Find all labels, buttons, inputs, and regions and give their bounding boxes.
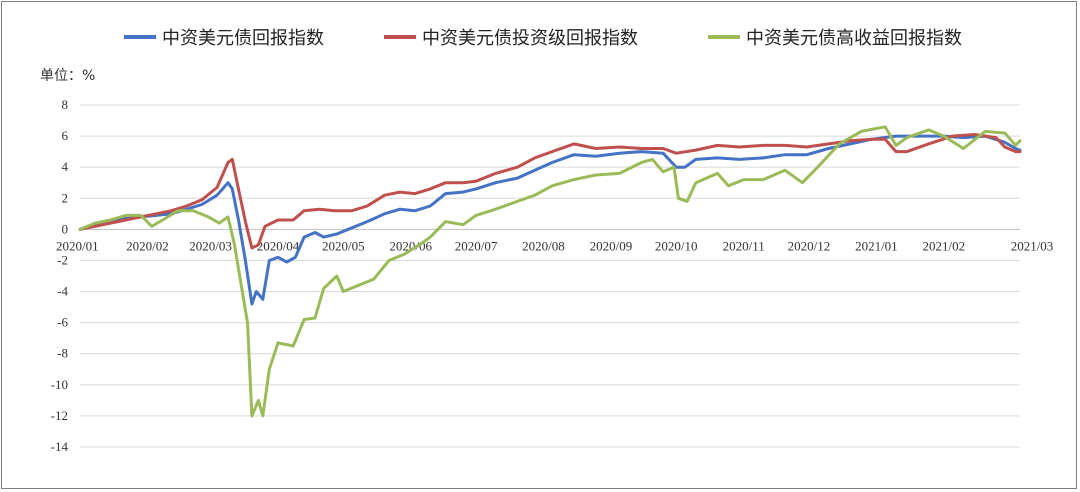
x-tick-label: 2021/02 bbox=[923, 238, 966, 253]
y-tick-label: 8 bbox=[62, 97, 69, 112]
y-tick-label: -6 bbox=[57, 315, 68, 330]
x-tick-label: 2020/03 bbox=[189, 238, 232, 253]
series-line-2 bbox=[78, 133, 1022, 250]
legend: 中资美元债回报指数 中资美元债投资级回报指数 中资美元债高收益回报指数 bbox=[124, 28, 962, 49]
y-axis: 8 6 4 2 0 -2 -4 -6 -8 -10 -12 -14 bbox=[51, 97, 69, 454]
y-tick-label: -14 bbox=[51, 439, 69, 454]
x-tick-label: 2020/01 bbox=[56, 238, 99, 253]
y-tick-label: 6 bbox=[62, 128, 69, 143]
y-tick-label: 2 bbox=[62, 190, 69, 205]
y-tick-label: -12 bbox=[51, 408, 68, 423]
y-tick-label: -4 bbox=[57, 284, 68, 299]
grid-lines bbox=[80, 104, 1020, 448]
y-tick-label: 0 bbox=[62, 221, 69, 236]
y-tick-label: -8 bbox=[57, 346, 68, 361]
x-tick-label: 2021/03 bbox=[1011, 238, 1054, 253]
x-tick-label: 2020/12 bbox=[788, 238, 831, 253]
x-tick-label: 2020/11 bbox=[723, 238, 765, 253]
x-tick-label: 2020/07 bbox=[455, 238, 498, 253]
x-axis: 2020/01 2020/02 2020/03 2020/04 2020/05 2020/… bbox=[56, 238, 1053, 253]
y-tick-label: -2 bbox=[57, 252, 68, 267]
y-tick-label: 4 bbox=[62, 159, 69, 174]
x-tick-label: 2020/02 bbox=[126, 238, 169, 253]
series-line-3 bbox=[78, 125, 1022, 418]
series-lines bbox=[78, 125, 1022, 418]
x-tick-label: 2020/08 bbox=[522, 238, 565, 253]
legend-label: 中资美元债高收益回报指数 bbox=[746, 28, 962, 49]
x-tick-label: 2020/05 bbox=[322, 238, 365, 253]
legend-label: 中资美元债投资级回报指数 bbox=[422, 28, 638, 49]
x-tick-label: 2021/01 bbox=[855, 238, 898, 253]
y-tick-label: -10 bbox=[51, 377, 68, 392]
series-line-1 bbox=[78, 134, 1022, 306]
x-tick-label: 2020/04 bbox=[257, 238, 300, 253]
x-tick-label: 2020/10 bbox=[655, 238, 698, 253]
unit-label: 单位：% bbox=[40, 68, 95, 84]
x-tick-label: 2020/09 bbox=[590, 238, 633, 253]
legend-label: 中资美元债回报指数 bbox=[162, 28, 324, 49]
